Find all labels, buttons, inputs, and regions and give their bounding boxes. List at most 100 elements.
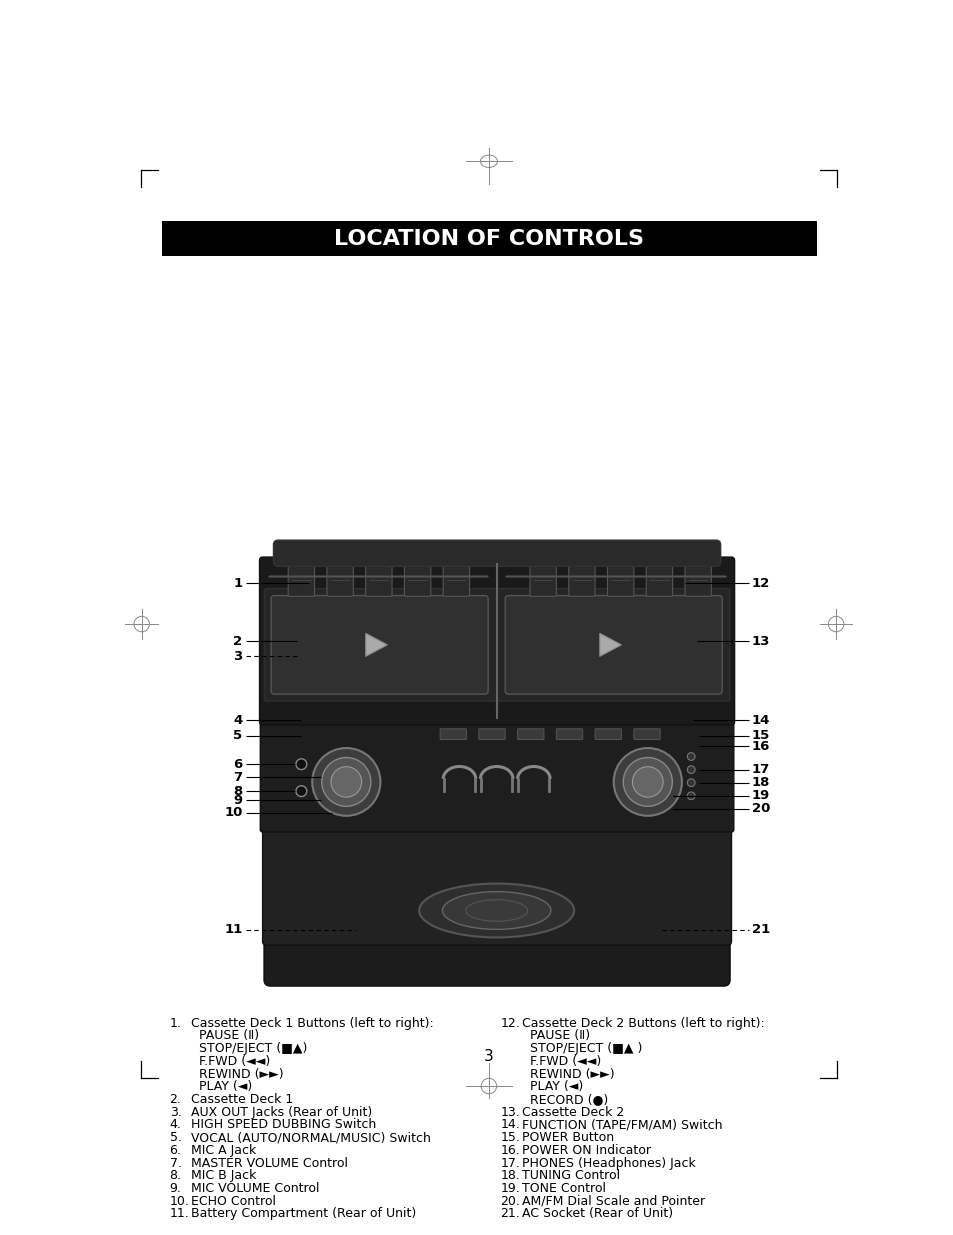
Text: 10: 10 <box>224 806 242 819</box>
FancyBboxPatch shape <box>530 564 556 597</box>
Text: 19: 19 <box>751 789 769 803</box>
Text: Cassette Deck 1 Buttons (left to right):: Cassette Deck 1 Buttons (left to right): <box>192 1016 434 1030</box>
FancyBboxPatch shape <box>478 729 505 740</box>
Text: 12.: 12. <box>500 1016 519 1030</box>
FancyBboxPatch shape <box>264 589 729 701</box>
Circle shape <box>295 785 307 797</box>
Text: 18.: 18. <box>500 1170 520 1182</box>
Text: 6: 6 <box>233 758 242 771</box>
FancyBboxPatch shape <box>568 564 595 597</box>
Text: 21.: 21. <box>500 1208 519 1220</box>
FancyBboxPatch shape <box>439 729 466 740</box>
Text: 2: 2 <box>233 635 242 647</box>
Text: F.FWD (◄◄): F.FWD (◄◄) <box>199 1055 270 1068</box>
Circle shape <box>686 766 695 773</box>
Text: POWER ON Indicator: POWER ON Indicator <box>521 1144 651 1157</box>
Text: RECORD (●): RECORD (●) <box>530 1093 608 1107</box>
Text: POWER Button: POWER Button <box>521 1131 614 1144</box>
Text: 21: 21 <box>751 924 769 936</box>
Circle shape <box>632 767 662 797</box>
FancyBboxPatch shape <box>556 729 582 740</box>
Text: FUNCTION (TAPE/FM/AM) Switch: FUNCTION (TAPE/FM/AM) Switch <box>521 1119 722 1131</box>
Text: 4.: 4. <box>170 1119 181 1131</box>
Text: 20: 20 <box>751 803 769 815</box>
Text: 7: 7 <box>233 771 242 784</box>
Text: MIC A Jack: MIC A Jack <box>192 1144 256 1157</box>
Text: 1: 1 <box>233 577 242 590</box>
Polygon shape <box>365 634 387 656</box>
Text: 3.: 3. <box>170 1105 181 1119</box>
Text: PAUSE (Ⅱ): PAUSE (Ⅱ) <box>199 1030 259 1042</box>
Circle shape <box>622 757 672 806</box>
Text: 5.: 5. <box>170 1131 181 1144</box>
Text: AM/FM Dial Scale and Pointer: AM/FM Dial Scale and Pointer <box>521 1194 704 1208</box>
Text: 17.: 17. <box>500 1156 520 1170</box>
Text: 9: 9 <box>233 794 242 806</box>
Text: 9.: 9. <box>170 1182 181 1195</box>
Text: Cassette Deck 2: Cassette Deck 2 <box>521 1105 624 1119</box>
Circle shape <box>321 757 371 806</box>
FancyBboxPatch shape <box>595 729 620 740</box>
FancyBboxPatch shape <box>260 720 733 832</box>
Text: 16: 16 <box>751 740 769 753</box>
Text: PLAY (◄): PLAY (◄) <box>199 1081 252 1093</box>
FancyBboxPatch shape <box>645 564 672 597</box>
Text: 8: 8 <box>233 784 242 798</box>
Circle shape <box>312 748 380 816</box>
Text: 4: 4 <box>233 714 242 727</box>
Text: Battery Compartment (Rear of Unit): Battery Compartment (Rear of Unit) <box>192 1208 416 1220</box>
Text: AUX OUT Jacks (Rear of Unit): AUX OUT Jacks (Rear of Unit) <box>192 1105 373 1119</box>
Text: MIC VOLUME Control: MIC VOLUME Control <box>192 1182 319 1195</box>
Text: ECHO Control: ECHO Control <box>192 1194 276 1208</box>
FancyBboxPatch shape <box>327 564 353 597</box>
FancyBboxPatch shape <box>505 595 721 694</box>
Text: 3: 3 <box>483 1050 494 1065</box>
Ellipse shape <box>465 900 527 921</box>
Text: F.FWD (◄◄): F.FWD (◄◄) <box>530 1055 600 1068</box>
FancyBboxPatch shape <box>684 564 711 597</box>
Text: 13: 13 <box>751 635 769 647</box>
Text: 3: 3 <box>233 650 242 663</box>
Ellipse shape <box>442 892 550 930</box>
Text: 10.: 10. <box>170 1194 190 1208</box>
Text: STOP/EJECT (■▲ ): STOP/EJECT (■▲ ) <box>530 1042 641 1055</box>
Text: 12: 12 <box>751 577 769 590</box>
Text: 15: 15 <box>751 729 769 742</box>
Text: STOP/EJECT (■▲): STOP/EJECT (■▲) <box>199 1042 307 1055</box>
Text: 6.: 6. <box>170 1144 181 1157</box>
Text: PLAY (◄): PLAY (◄) <box>530 1081 582 1093</box>
Text: 2.: 2. <box>170 1093 181 1107</box>
Text: TUNING Control: TUNING Control <box>521 1170 619 1182</box>
FancyBboxPatch shape <box>517 729 543 740</box>
FancyBboxPatch shape <box>404 564 431 597</box>
Text: 8.: 8. <box>170 1170 181 1182</box>
Text: 11: 11 <box>224 924 242 936</box>
Text: MASTER VOLUME Control: MASTER VOLUME Control <box>192 1156 348 1170</box>
Text: 5: 5 <box>233 729 242 742</box>
Text: 15.: 15. <box>500 1131 520 1144</box>
Text: 13.: 13. <box>500 1105 519 1119</box>
Text: AC Socket (Rear of Unit): AC Socket (Rear of Unit) <box>521 1208 673 1220</box>
FancyBboxPatch shape <box>259 557 734 725</box>
Text: 14: 14 <box>751 714 769 727</box>
FancyBboxPatch shape <box>288 564 314 597</box>
Text: PHONES (Headphones) Jack: PHONES (Headphones) Jack <box>521 1156 696 1170</box>
Bar <box>162 221 816 256</box>
Text: TONE Control: TONE Control <box>521 1182 605 1195</box>
Text: 20.: 20. <box>500 1194 520 1208</box>
Text: 11.: 11. <box>170 1208 190 1220</box>
Text: VOCAL (AUTO/NORMAL/MUSIC) Switch: VOCAL (AUTO/NORMAL/MUSIC) Switch <box>192 1131 431 1144</box>
Text: REWIND (►►): REWIND (►►) <box>199 1067 283 1081</box>
Text: Cassette Deck 1: Cassette Deck 1 <box>192 1093 294 1107</box>
Text: PAUSE (Ⅱ): PAUSE (Ⅱ) <box>530 1030 590 1042</box>
Text: HIGH SPEED DUBBING Switch: HIGH SPEED DUBBING Switch <box>192 1119 376 1131</box>
Polygon shape <box>599 634 620 656</box>
Ellipse shape <box>418 883 574 937</box>
Circle shape <box>295 758 307 769</box>
Circle shape <box>331 767 361 797</box>
FancyBboxPatch shape <box>365 564 392 597</box>
FancyBboxPatch shape <box>264 927 729 986</box>
FancyBboxPatch shape <box>274 540 720 567</box>
Text: 14.: 14. <box>500 1119 519 1131</box>
FancyBboxPatch shape <box>271 595 488 694</box>
